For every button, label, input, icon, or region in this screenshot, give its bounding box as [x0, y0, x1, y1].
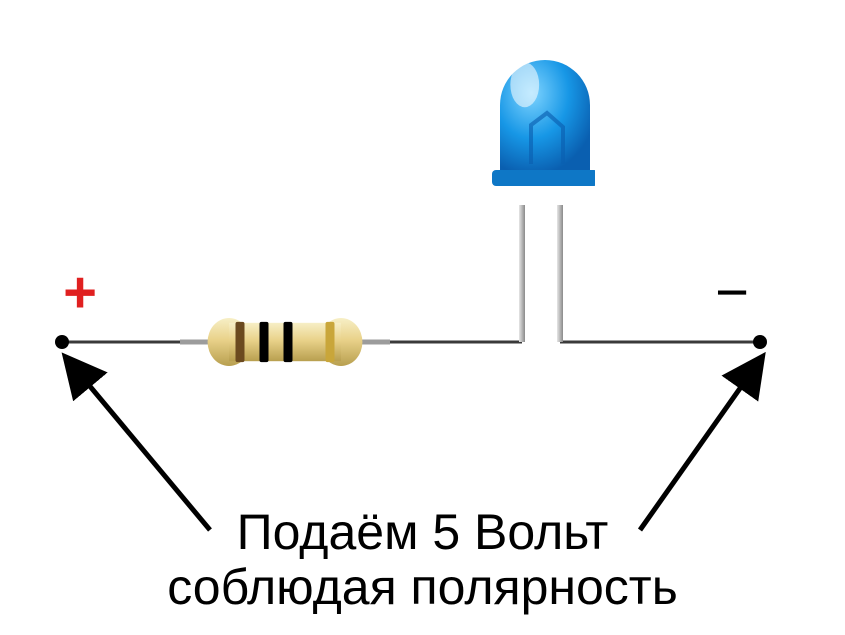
- led-anode-lead: [519, 205, 525, 342]
- caption-line-2: соблюдая полярность: [0, 560, 845, 615]
- node-minus: [753, 335, 767, 349]
- plus-symbol: +: [63, 260, 97, 325]
- led-cathode-lead: [557, 205, 563, 342]
- resistor-band-2: [284, 322, 293, 362]
- led-flange: [492, 170, 598, 186]
- node-plus: [55, 335, 69, 349]
- minus-symbol: −: [715, 260, 749, 325]
- led-highlight: [510, 62, 539, 107]
- caption-line-1: Подаём 5 Вольт: [0, 505, 845, 560]
- resistor-band-0: [236, 322, 245, 362]
- resistor-band-1: [260, 322, 269, 362]
- circuit-diagram: + − Подаём 5 Вольт соблюдая полярность: [0, 0, 845, 635]
- resistor-band-3: [326, 322, 335, 362]
